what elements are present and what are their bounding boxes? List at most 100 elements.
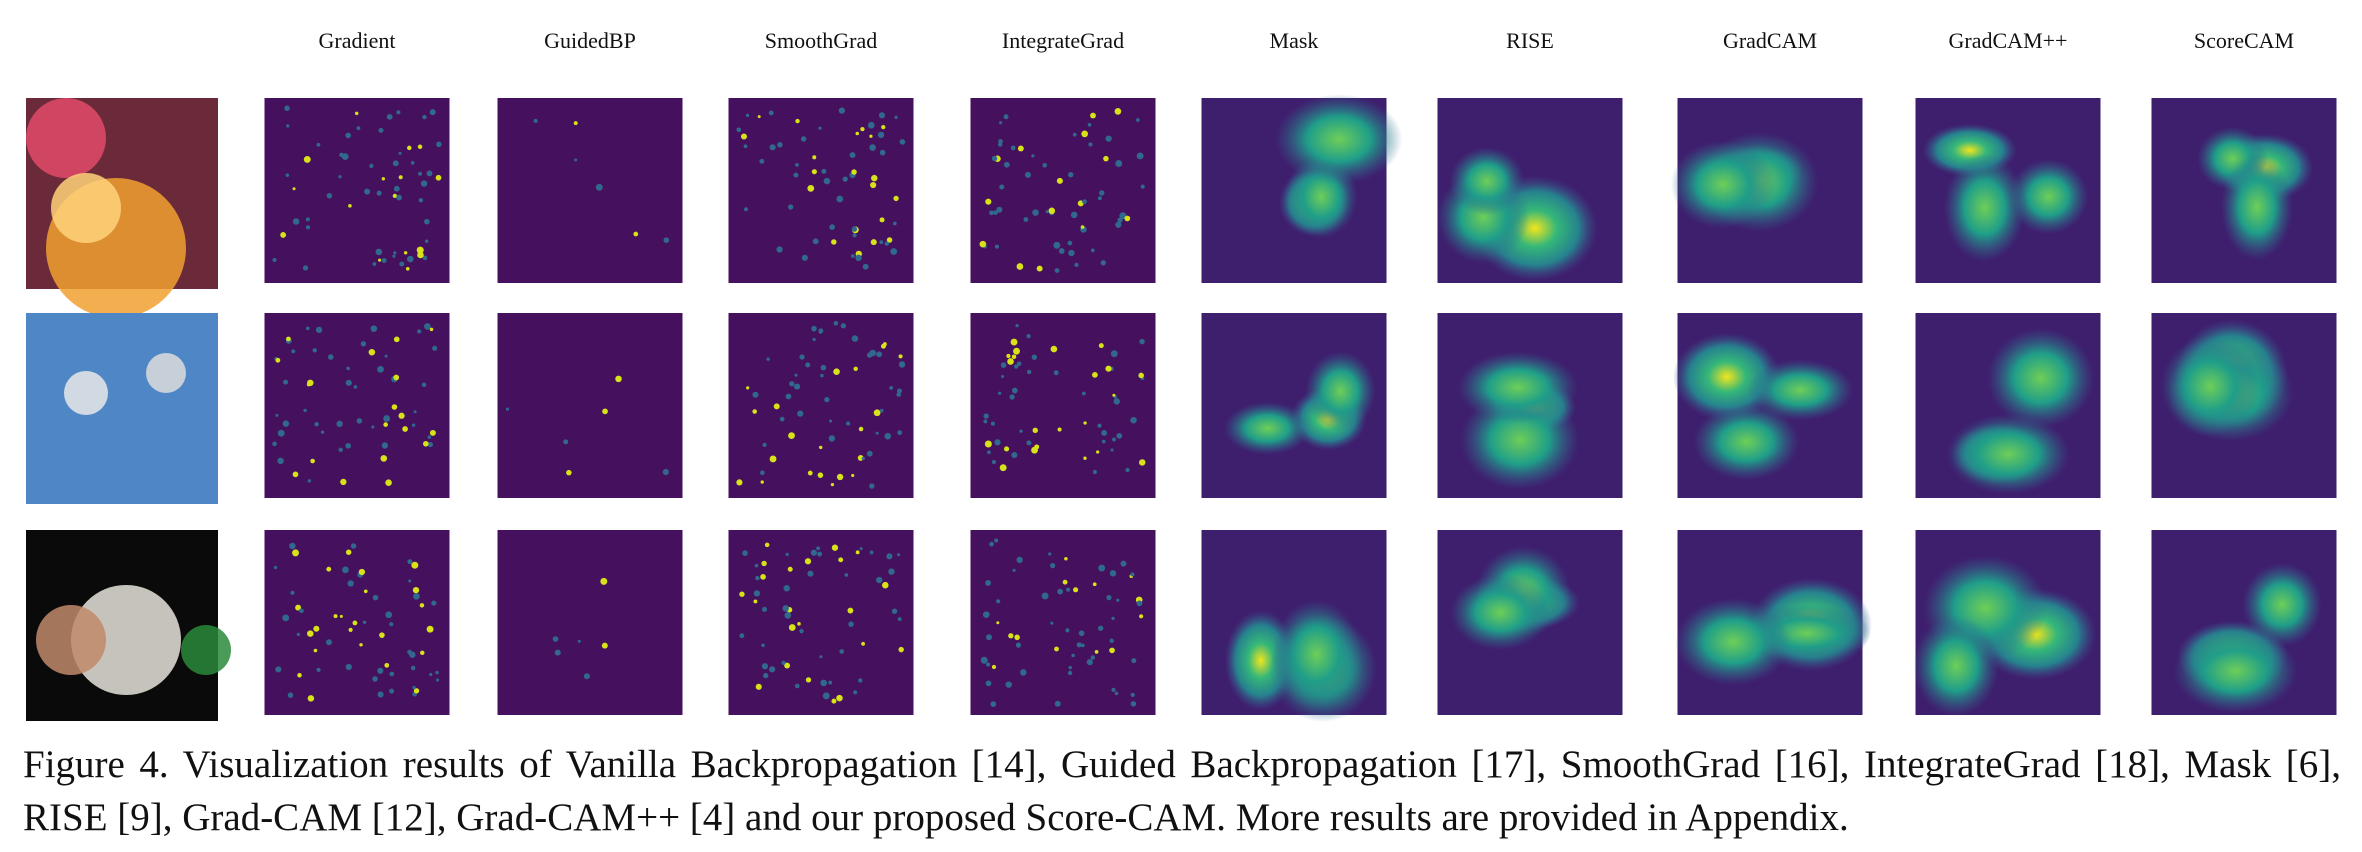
saliency-speck — [1083, 421, 1087, 425]
saliency-speck — [785, 552, 789, 557]
saliency-speck — [788, 204, 794, 210]
saliency-speck — [1011, 387, 1018, 394]
saliency-speck — [307, 379, 314, 387]
saliency-speck — [755, 575, 760, 581]
saliency-speck — [403, 251, 408, 255]
saliency-speck — [1014, 634, 1020, 641]
saliency-speck — [383, 422, 388, 427]
saliency-speck — [381, 442, 389, 449]
saliency-speck — [277, 457, 284, 465]
saliency-speck — [662, 468, 669, 476]
saliency-speck — [292, 471, 299, 478]
saliency-speck — [364, 188, 371, 195]
saliency-speck — [742, 550, 748, 556]
saliency-speck — [879, 217, 885, 223]
saliency-speck — [822, 692, 830, 700]
saliency-speck — [892, 221, 897, 226]
saliency-speck — [761, 606, 768, 612]
saliency-speck — [1092, 371, 1098, 378]
saliency-speck — [307, 479, 312, 483]
saliency-speck — [1031, 446, 1038, 454]
saliency-speck — [824, 397, 830, 403]
saliency-speck — [757, 115, 761, 119]
saliency-blob — [2220, 153, 2293, 261]
saliency-speck — [811, 169, 817, 175]
saliency-blob — [1693, 403, 1800, 481]
saliency-speck — [552, 636, 559, 642]
saliency-blob — [1450, 574, 1551, 650]
saliency-speck — [899, 139, 906, 145]
saliency-speck — [663, 237, 670, 243]
saliency-speck — [880, 343, 886, 349]
saliency-speck — [376, 190, 382, 196]
saliency-speck — [368, 348, 376, 356]
saliency-speck — [996, 206, 1003, 213]
saliency-speck — [295, 604, 301, 611]
saliency-speck — [303, 155, 311, 163]
saliency-speck — [781, 660, 786, 665]
saliency-speck — [350, 543, 357, 549]
saliency-speck — [842, 176, 848, 182]
input-image — [26, 313, 218, 504]
saliency-speck — [356, 418, 363, 424]
saliency-speck — [389, 688, 395, 694]
saliency-speck — [1024, 171, 1031, 178]
saliency-blob — [1449, 147, 1525, 216]
saliency-speck — [307, 630, 314, 637]
saliency-speck — [821, 168, 827, 174]
saliency-speck — [890, 248, 898, 255]
saliency-speck — [1068, 249, 1075, 257]
saliency-speck — [1003, 114, 1009, 120]
saliency-speck — [412, 586, 420, 594]
saliency-speck — [1130, 692, 1135, 698]
saliency-speck — [436, 678, 440, 682]
saliency-speck — [412, 685, 416, 690]
saliency-speck — [753, 599, 758, 604]
saliency-speck — [1050, 621, 1054, 625]
saliency-speck — [1045, 210, 1049, 214]
saliency-speck — [764, 542, 770, 548]
saliency-speck — [777, 142, 783, 148]
saliency-speck — [869, 349, 877, 357]
saliency-speck — [296, 632, 301, 637]
saliency-speck — [1066, 587, 1071, 592]
saliency-speck — [831, 239, 837, 245]
saliency-speck — [345, 549, 352, 555]
saliency-speck — [1053, 370, 1059, 376]
saliency-speck — [1031, 154, 1035, 158]
saliency-speck — [1008, 633, 1014, 639]
saliency-speck — [1001, 375, 1005, 379]
saliency-speck — [275, 357, 281, 363]
saliency-speck — [396, 110, 401, 115]
saliency-speck — [869, 134, 873, 138]
saliency-speck — [1003, 161, 1010, 168]
saliency-speck — [851, 335, 859, 342]
saliency-speck — [385, 611, 393, 619]
saliency-speck — [1138, 372, 1144, 379]
saliency-speck — [1041, 592, 1049, 600]
saliency-speck — [391, 404, 398, 410]
saliency-speck — [876, 576, 883, 584]
saliency-speck — [878, 112, 885, 119]
saliency-speck — [1081, 643, 1085, 648]
saliency-speck — [799, 354, 805, 360]
saliency-speck — [1031, 354, 1038, 360]
saliency-speck — [746, 386, 750, 390]
saliency-speck — [1098, 343, 1104, 349]
saliency-speck — [776, 246, 783, 253]
saliency-speck — [1057, 588, 1063, 595]
saliency-speck — [633, 231, 639, 237]
saliency-speck — [871, 174, 878, 182]
saliency-speck — [996, 621, 1000, 625]
figure-panels — [26, 94, 2337, 723]
saliency-speck — [1015, 642, 1022, 648]
saliency-speck — [1119, 212, 1127, 220]
saliency-speck — [1068, 665, 1072, 670]
saliency-speck — [851, 226, 858, 232]
saliency-speck — [426, 625, 434, 633]
saliency-speck — [1074, 262, 1079, 268]
saliency-speck — [1070, 211, 1078, 219]
image-region — [71, 585, 181, 695]
column-header: GradCAM++ — [1948, 28, 2068, 53]
saliency-speck — [881, 125, 886, 130]
